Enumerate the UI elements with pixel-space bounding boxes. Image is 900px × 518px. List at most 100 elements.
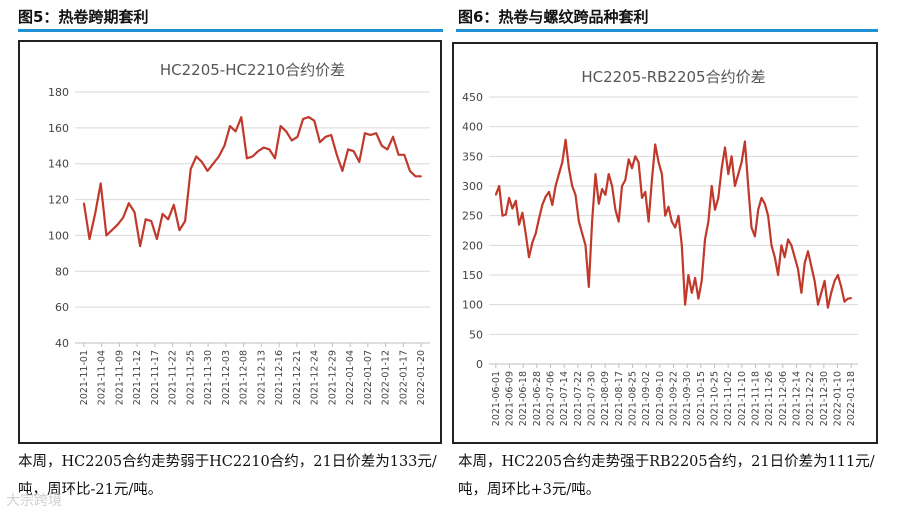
data-point [324, 136, 327, 138]
x-tick-label: 2021-12-06 [778, 371, 789, 426]
data-point [524, 232, 527, 235]
data-point [710, 185, 713, 187]
data-point [139, 245, 141, 247]
data-point [820, 292, 823, 294]
data-point [534, 232, 537, 235]
data-point [574, 194, 577, 196]
data-point [403, 154, 406, 156]
figure-5-title: 图5：热卷跨期套利 [18, 8, 149, 26]
data-point [347, 148, 349, 151]
x-tick-label: 2021-10-15 [696, 371, 707, 426]
data-point [528, 256, 530, 258]
data-point [150, 220, 153, 222]
data-point [336, 154, 338, 156]
chart-hc-rb-spread-frame: HC2205-RB2205合约价差 0 50 100 150 200 250 300 350 40… [452, 42, 878, 444]
y-tick-label: 120 [48, 194, 69, 207]
data-point [774, 256, 776, 258]
data-point [564, 138, 567, 141]
x-tick-label: 2021-06-18 [518, 371, 529, 426]
x-tick-label: 2021-11-25 [185, 350, 196, 405]
x-tick-label: 2021-12-16 [274, 350, 285, 405]
x-tick-label: 2021-12-22 [805, 371, 816, 426]
data-point [598, 203, 600, 205]
chart-title: HC2205-HC2210合约价差 [160, 61, 345, 79]
data-point [644, 191, 647, 193]
data-point [797, 268, 799, 270]
data-point [262, 146, 265, 149]
data-point [840, 286, 842, 288]
y-tick-label: 250 [462, 210, 483, 223]
data-point [691, 292, 693, 294]
data-point [518, 223, 520, 226]
y-tick-label: 50 [469, 328, 483, 341]
y-tick-label: 180 [48, 86, 69, 99]
data-point [571, 185, 573, 187]
data-point [240, 116, 243, 118]
data-point [515, 200, 517, 202]
data-point [554, 185, 557, 187]
x-tick-label: 2021-09-02 [641, 371, 652, 426]
data-point [111, 229, 113, 231]
x-tick-label: 2021-11-26 [764, 371, 775, 426]
data-point [133, 211, 136, 213]
data-point [206, 170, 209, 172]
data-point [800, 292, 803, 294]
x-tick-label: 2021-11-22 [168, 350, 179, 405]
data-point [229, 125, 231, 127]
data-point [274, 157, 276, 160]
data-point [744, 140, 746, 143]
data-point [671, 220, 673, 223]
data-point [397, 154, 400, 156]
x-tick-label: 2021-07-14 [559, 371, 570, 426]
data-point [594, 173, 597, 175]
data-point [850, 297, 852, 299]
data-point [661, 173, 663, 175]
data-point [173, 204, 175, 206]
data-point [734, 185, 736, 187]
x-tick-label: 2022-01-10 [833, 371, 844, 426]
figure-6-title: 图6：热卷与螺纹跨品种套利 [458, 8, 649, 26]
data-point [268, 148, 271, 151]
x-tick-label: 2021-07-30 [587, 371, 598, 426]
data-point [677, 214, 680, 217]
data-point [83, 202, 85, 204]
x-tick-label: 2021-12-13 [256, 350, 267, 405]
data-point [116, 223, 119, 226]
x-tick-label: 2021-07-22 [573, 371, 584, 426]
data-point [637, 161, 640, 164]
x-tick-label: 2021-11-18 [751, 371, 762, 426]
x-tick-label: 2021-11-30 [203, 350, 214, 405]
x-tick-label: 2021-09-22 [669, 371, 680, 426]
data-point [624, 179, 627, 181]
data-point [541, 204, 544, 206]
x-tick-label: 2021-11-04 [97, 350, 108, 405]
data-point [724, 146, 726, 149]
figure-6-caption: 本周，HC2205合约走势强于RB2205合约，21日价差为111元/吨，周环比… [458, 454, 875, 498]
data-point [409, 170, 411, 172]
data-point [223, 145, 226, 147]
data-point [611, 185, 613, 187]
x-tick-label: 2021-11-12 [132, 350, 143, 405]
data-point [189, 168, 192, 170]
data-point [531, 241, 534, 244]
data-point [817, 303, 819, 306]
data-point [285, 130, 288, 133]
data-point [604, 194, 607, 196]
data-point [578, 220, 580, 223]
y-tick-label: 60 [55, 301, 69, 314]
y-tick-label: 100 [48, 229, 69, 242]
x-tick-label: 2022-01-12 [381, 350, 392, 405]
data-point [634, 155, 637, 158]
data-point [167, 218, 169, 221]
data-point [727, 173, 730, 175]
data-point [341, 170, 344, 172]
y-tick-label: 150 [462, 269, 483, 282]
chart-hc-rb-spread: HC2205-RB2205合约价差 0 50 100 150 200 250 300 350 40… [462, 68, 858, 426]
data-point [508, 197, 510, 199]
data-point [551, 204, 554, 206]
data-point [588, 286, 590, 288]
data-point [777, 274, 779, 276]
x-tick-label: 2021-11-02 [723, 371, 734, 426]
data-point [291, 139, 293, 142]
figure-5-caption: 本周，HC2205合约走势弱于HC2210合约，21日价差为133元/吨，周环比… [18, 454, 437, 498]
